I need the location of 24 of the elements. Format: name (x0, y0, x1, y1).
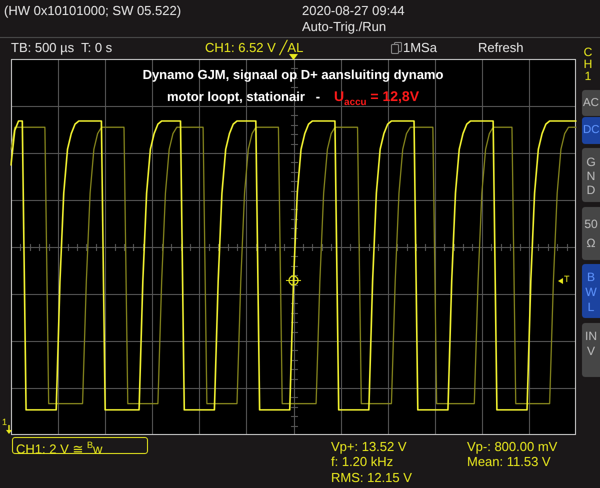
text: CH1: 6.52 V ╱AL (205, 40, 304, 55)
text: 1MSa (403, 40, 437, 55)
text: Refresh (478, 40, 524, 55)
text: CH1 (582, 45, 594, 83)
text: Vp+: 13.52 V (331, 439, 407, 454)
text: U$_{accu}$ = 12,8V (334, 88, 420, 110)
side-button: INV (582, 323, 600, 377)
text: RMS: 12.15 V (331, 470, 412, 485)
text: (HW 0x10101000; SW 05.522) (4, 3, 182, 18)
text: 1 (2, 417, 8, 428)
text: Vp-: 800.00 mV (467, 439, 558, 454)
annotation: T (564, 274, 570, 285)
side-button: 50Ω (582, 207, 600, 260)
chart-title: Dynamo GJM, signaal op D+ aansluiting dynamo (142, 67, 444, 83)
text: f: 1.20 kHz (331, 454, 394, 469)
text: Auto-Trig./Run (302, 19, 386, 34)
side-button: AC (582, 90, 600, 116)
text: 2020-08-27 09:44 (302, 3, 405, 18)
side-button: GND (582, 148, 600, 202)
chart-subtitle: motor loopt, stationair - (166, 89, 320, 105)
side-button: DC (582, 117, 600, 144)
side-button: BWL (582, 264, 600, 318)
text: TB: 500 µs T: 0 s (11, 40, 112, 55)
text: Mean: 11.53 V (467, 454, 551, 469)
